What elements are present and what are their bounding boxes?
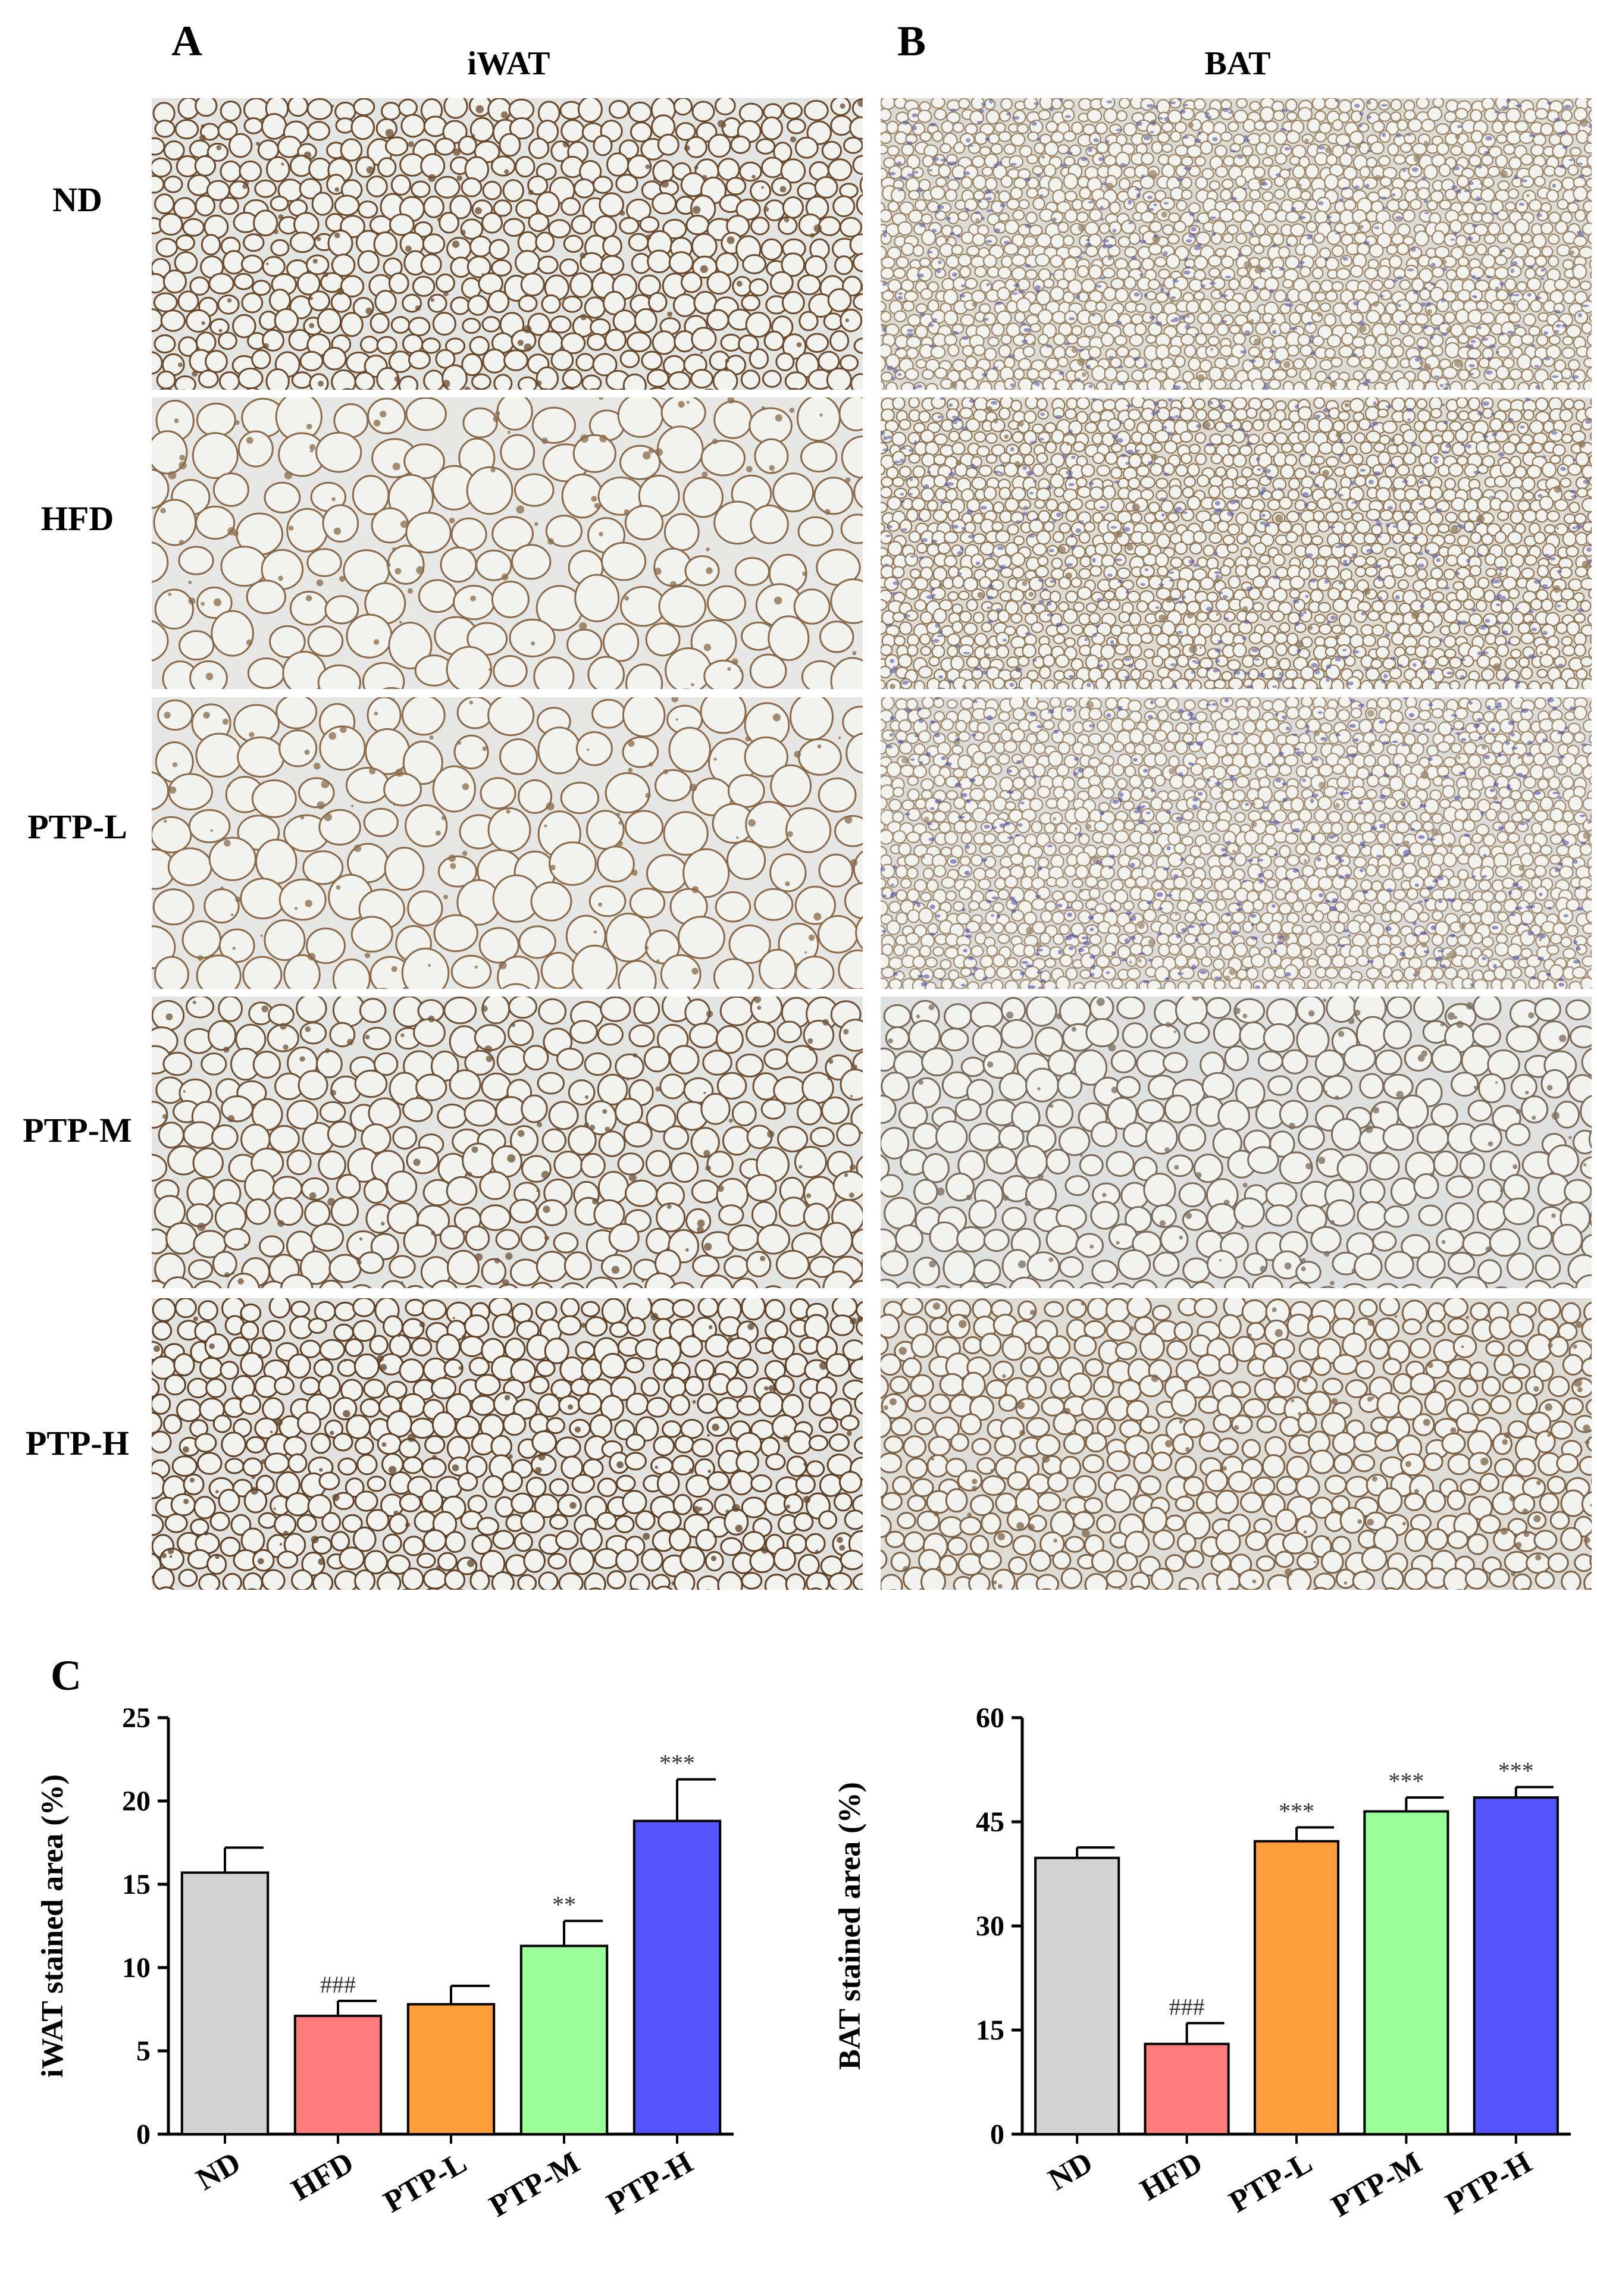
bar-nd bbox=[180, 1871, 270, 2135]
micrograph-iwat-nd bbox=[152, 98, 863, 390]
significance-ptp-m: *** bbox=[1388, 1768, 1424, 1794]
micrograph-bat-ptp-m bbox=[881, 997, 1592, 1288]
significance-ptp-h: *** bbox=[659, 1750, 695, 1777]
panel-letter-c: C bbox=[51, 1652, 82, 1699]
bar-ptp-l bbox=[406, 2003, 496, 2135]
y-tick-label: 25 bbox=[122, 1702, 151, 1734]
row-label-nd: ND bbox=[52, 180, 102, 219]
x-tick-label-ptp-h: PTP-H bbox=[1440, 2145, 1537, 2221]
row-label-ptp-l: PTP-L bbox=[27, 807, 127, 846]
bat-column-title: BAT bbox=[1204, 45, 1271, 82]
y-tick-label: 10 bbox=[122, 1952, 151, 1984]
x-tick-label-hfd: HFD bbox=[286, 2145, 359, 2207]
y-tick-label: 5 bbox=[136, 2035, 151, 2067]
significance-ptp-h: *** bbox=[1498, 1758, 1534, 1784]
row-label-ptp-m: PTP-M bbox=[23, 1111, 132, 1149]
micrograph-iwat-hfd bbox=[152, 397, 863, 689]
bar-hfd bbox=[293, 2015, 383, 2136]
iwat-stained-area-chart: 0 5 10 15 20 25 iWAT stained area (%) ND ### HFD P… bbox=[0, 1702, 744, 2285]
bar-ptp-l bbox=[1253, 1840, 1340, 2136]
micrograph-iwat-ptp-h bbox=[152, 1298, 863, 1590]
x-tick-label-ptp-m: PTP-M bbox=[484, 2145, 585, 2224]
micrograph-iwat-ptp-l bbox=[152, 697, 863, 989]
micrograph-iwat-ptp-m bbox=[152, 997, 863, 1288]
y-tick-label: 60 bbox=[976, 1702, 1004, 1734]
y-tick-label: 45 bbox=[976, 1806, 1004, 1838]
bar-hfd bbox=[1144, 2043, 1230, 2135]
x-tick-label-ptp-l: PTP-L bbox=[378, 2145, 472, 2219]
y-axis-label: iWAT stained area (%) bbox=[36, 1774, 70, 2078]
x-tick-label-ptp-h: PTP-H bbox=[601, 2145, 699, 2221]
x-tick-label-nd: ND bbox=[1043, 2145, 1099, 2197]
significance-ptp-m: ** bbox=[552, 1891, 576, 1918]
significance-ptp-l: *** bbox=[1279, 1797, 1314, 1824]
y-tick-label: 30 bbox=[976, 1910, 1004, 1942]
row-label-hfd: HFD bbox=[40, 499, 114, 538]
bar-ptp-h bbox=[632, 1819, 722, 2136]
y-tick-label: 20 bbox=[122, 1786, 151, 1817]
bar-ptp-h bbox=[1473, 1796, 1559, 2135]
micrograph-bat-ptp-l bbox=[881, 697, 1592, 989]
y-tick-label: 0 bbox=[990, 2119, 1004, 2150]
y-axis-label: BAT stained area (%) bbox=[833, 1782, 867, 2070]
y-tick-label: 15 bbox=[976, 2015, 1004, 2046]
micrograph-bat-nd bbox=[881, 98, 1592, 390]
micrograph-bat-hfd bbox=[881, 397, 1592, 689]
bat-stained-area-chart: 0 15 30 45 60 BAT stained area (%) ND ### HFD ***… bbox=[797, 1702, 1583, 2285]
x-tick-label-ptp-l: PTP-L bbox=[1223, 2145, 1318, 2219]
significance-hfd: ### bbox=[320, 1971, 356, 1998]
panel-letter-a: A bbox=[171, 17, 202, 65]
iwat-bar-chart-svg: 0 5 10 15 20 25 iWAT stained area (%) ND ### HFD P… bbox=[36, 1702, 734, 2224]
x-tick-label-nd: ND bbox=[190, 2145, 246, 2197]
iwat-column-title: iWAT bbox=[467, 45, 550, 82]
bar-ptp-m bbox=[1363, 1810, 1449, 2135]
x-tick-label-ptp-m: PTP-M bbox=[1326, 2145, 1427, 2224]
row-label-ptp-h: PTP-H bbox=[26, 1424, 129, 1462]
bat-bar-chart-svg: 0 15 30 45 60 BAT stained area (%) ND ### HFD ***… bbox=[833, 1702, 1571, 2224]
bar-nd bbox=[1034, 1856, 1120, 2135]
y-tick-label: 0 bbox=[136, 2119, 151, 2150]
x-tick-label-hfd: HFD bbox=[1135, 2145, 1208, 2207]
y-tick-label: 15 bbox=[122, 1869, 151, 1900]
significance-hfd: ### bbox=[1169, 1993, 1205, 2020]
bar-ptp-m bbox=[519, 1944, 609, 2135]
micrograph-bat-ptp-h bbox=[881, 1298, 1592, 1590]
panel-letter-b: B bbox=[897, 17, 926, 65]
